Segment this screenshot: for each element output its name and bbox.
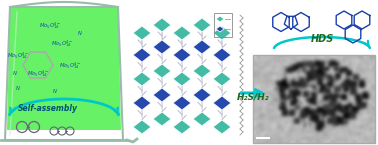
Polygon shape — [193, 112, 211, 126]
Polygon shape — [213, 120, 231, 134]
Polygon shape — [213, 26, 231, 40]
Polygon shape — [133, 120, 151, 134]
Polygon shape — [213, 72, 231, 86]
Text: H₂S/H₂: H₂S/H₂ — [237, 93, 270, 102]
Text: $Mo_5O_{14}^{4-}$: $Mo_5O_{14}^{4-}$ — [51, 38, 73, 49]
Polygon shape — [216, 26, 224, 32]
Polygon shape — [153, 18, 171, 32]
Polygon shape — [216, 16, 224, 22]
Polygon shape — [133, 26, 151, 40]
Polygon shape — [173, 48, 191, 62]
Polygon shape — [153, 40, 171, 54]
Polygon shape — [193, 40, 211, 54]
Polygon shape — [153, 88, 171, 102]
Bar — [214, 13, 232, 37]
Polygon shape — [133, 96, 151, 110]
Text: $N$: $N$ — [15, 84, 21, 92]
Text: $N$: $N$ — [52, 87, 58, 95]
Text: Self-assembly: Self-assembly — [18, 104, 78, 113]
Bar — [253, 55, 375, 143]
Polygon shape — [133, 72, 151, 86]
Polygon shape — [193, 88, 211, 102]
Polygon shape — [193, 64, 211, 78]
Polygon shape — [213, 96, 231, 110]
Polygon shape — [153, 112, 171, 126]
Text: $Mo_5O_{14}^{4-}$: $Mo_5O_{14}^{4-}$ — [7, 50, 29, 61]
Polygon shape — [193, 18, 211, 32]
Polygon shape — [173, 72, 191, 86]
Polygon shape — [173, 26, 191, 40]
Text: $Mo_5O_{14}^{4-}$: $Mo_5O_{14}^{4-}$ — [39, 20, 61, 31]
Text: $Mo_5O_{14}^{4-}$: $Mo_5O_{14}^{4-}$ — [27, 68, 49, 79]
Text: $N$: $N$ — [12, 69, 18, 77]
Polygon shape — [173, 96, 191, 110]
Text: HDS: HDS — [310, 34, 334, 44]
Polygon shape — [213, 48, 231, 62]
Polygon shape — [153, 64, 171, 78]
Text: $Mo_5O_{14}^{4-}$: $Mo_5O_{14}^{4-}$ — [59, 60, 81, 71]
Text: $N$: $N$ — [77, 29, 83, 37]
Polygon shape — [133, 48, 151, 62]
Polygon shape — [7, 7, 121, 130]
Polygon shape — [173, 120, 191, 134]
